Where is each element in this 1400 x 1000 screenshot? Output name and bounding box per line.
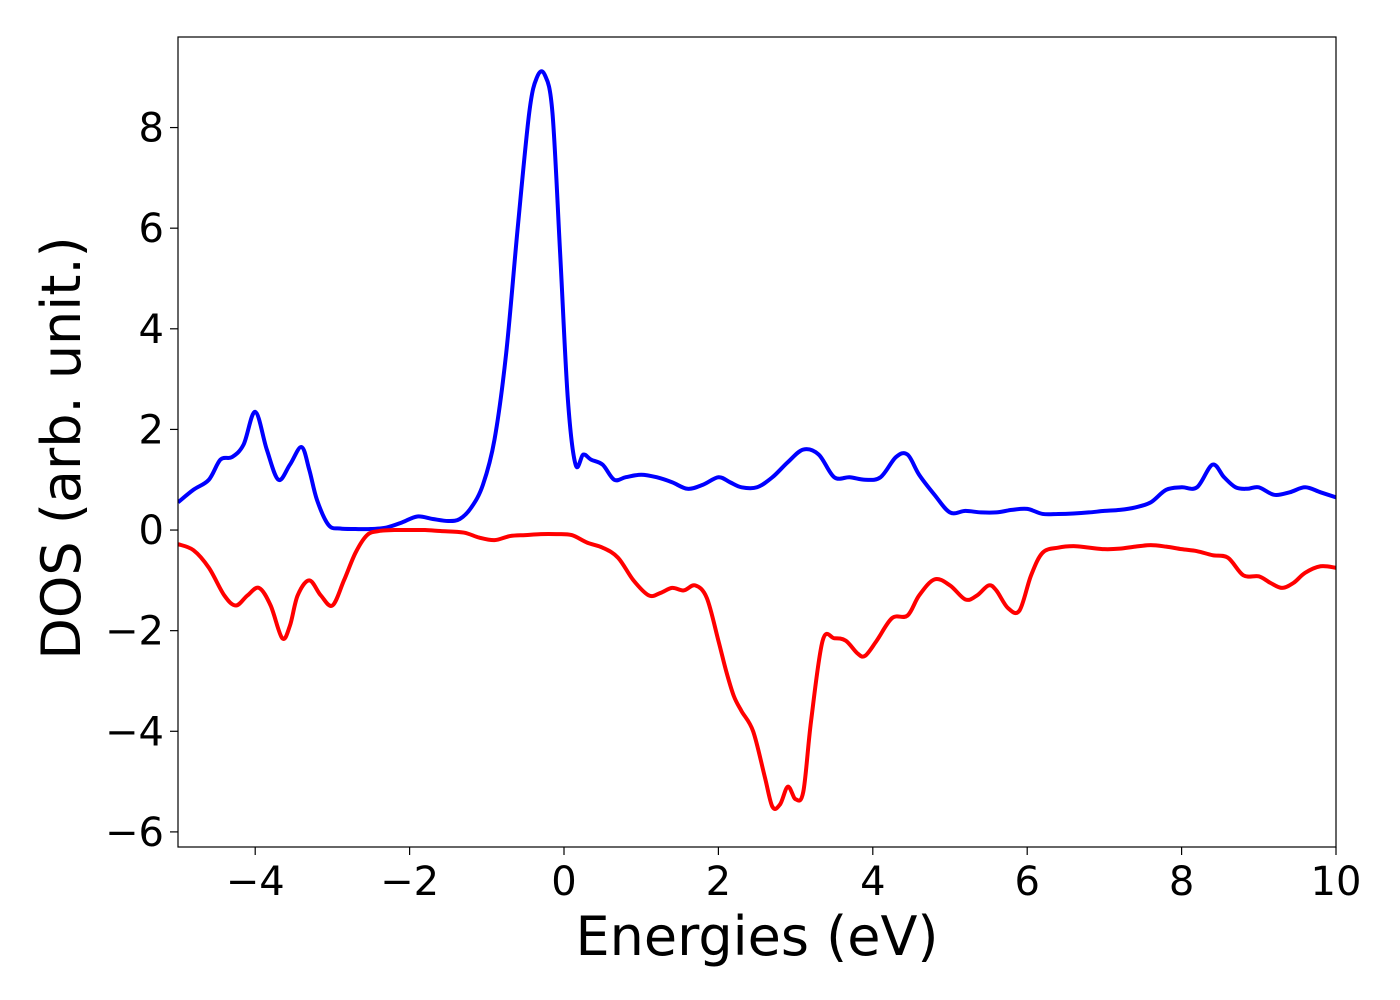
x-axis-label: Energies (eV) bbox=[576, 905, 939, 968]
series-line-spin-down bbox=[178, 527, 1336, 811]
y-tick-label: 2 bbox=[139, 407, 164, 453]
x-tick-label: −2 bbox=[380, 859, 439, 905]
y-axis-label: DOS (arb. unit.) bbox=[30, 236, 93, 659]
y-tick-label: 4 bbox=[139, 307, 164, 353]
x-tick-label: 2 bbox=[706, 859, 731, 905]
ticks-layer: −4 −2 0 2 4 6 8 10 −6 −4 −2 0 2 4 6 8 bbox=[105, 106, 1361, 905]
y-tick-label: 8 bbox=[139, 106, 164, 152]
y-tick-label: 0 bbox=[139, 508, 164, 554]
y-tick-label: −2 bbox=[105, 609, 164, 655]
x-tick-label: 10 bbox=[1311, 859, 1362, 905]
x-tick-label: 8 bbox=[1169, 859, 1194, 905]
plot-frame bbox=[177, 36, 1337, 848]
y-tick-label: −6 bbox=[105, 810, 164, 856]
x-tick-label: 0 bbox=[551, 859, 576, 905]
y-tick-label: 6 bbox=[139, 206, 164, 252]
x-tick-label: 4 bbox=[860, 859, 885, 905]
x-tick-label: −4 bbox=[226, 859, 285, 905]
series-layer bbox=[178, 69, 1336, 811]
x-tick-label: 6 bbox=[1014, 859, 1039, 905]
series-line-spin-up bbox=[178, 69, 1336, 532]
y-tick-label: −4 bbox=[105, 709, 164, 755]
